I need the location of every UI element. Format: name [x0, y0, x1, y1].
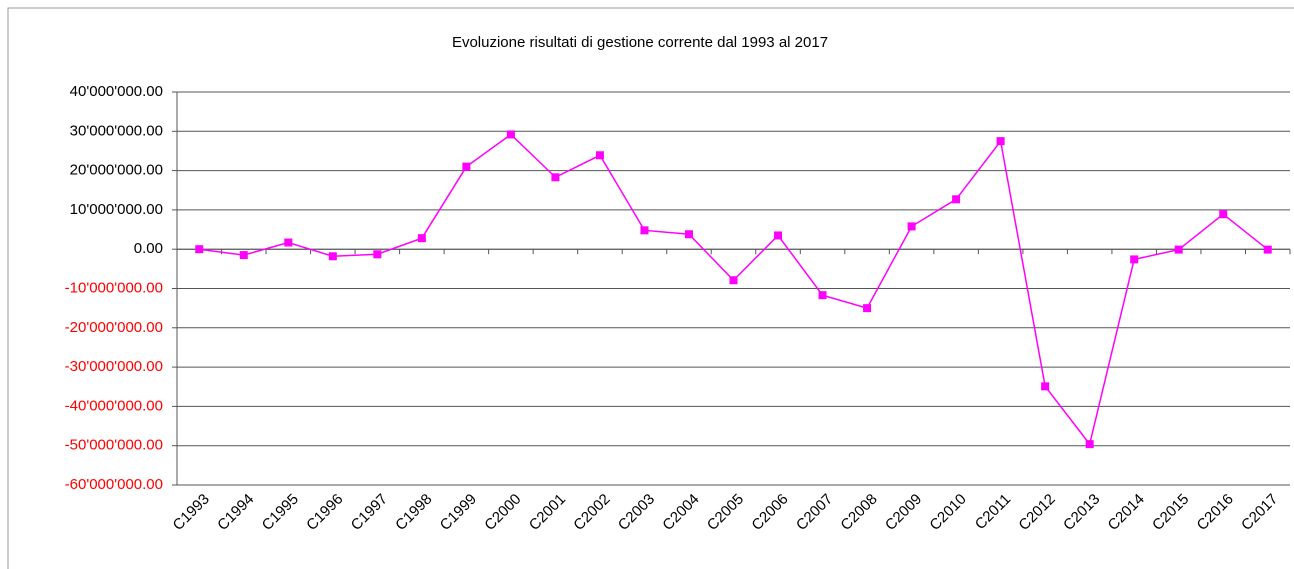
- x-tick-label: C2009: [882, 491, 925, 534]
- x-tick-label: C2015: [1149, 491, 1192, 534]
- frame: [7, 7, 1294, 569]
- x-tick-label: C2016: [1194, 491, 1237, 534]
- x-tick-label: C2017: [1238, 491, 1281, 534]
- y-tick-label: 10'000'000.00: [70, 201, 163, 218]
- marker: [506, 130, 515, 139]
- marker: [1041, 382, 1050, 391]
- y-tick-label: -60'000'000.00: [65, 476, 163, 493]
- x-tick-label: C2011: [972, 491, 1014, 533]
- marker: [462, 162, 471, 171]
- x-tick-label: C2007: [793, 491, 836, 534]
- x-tick-label: C1993: [170, 491, 213, 534]
- marker: [551, 173, 560, 182]
- marker: [417, 234, 426, 243]
- y-tick-label: 30'000'000.00: [70, 122, 163, 139]
- x-tick-label: C1997: [348, 491, 391, 534]
- marker: [239, 251, 248, 260]
- marker: [595, 151, 604, 160]
- x-tick-label: C1998: [392, 491, 435, 534]
- x-tick-label: C2012: [1015, 491, 1058, 534]
- marker: [684, 230, 693, 239]
- marker: [818, 291, 827, 300]
- y-tick-label: -10'000'000.00: [65, 279, 163, 296]
- marker: [1130, 255, 1139, 264]
- y-tick-label: -40'000'000.00: [65, 397, 163, 414]
- y-tick-label: 0.00: [134, 240, 163, 257]
- marker: [952, 195, 961, 204]
- marker: [1085, 440, 1094, 449]
- marker: [195, 245, 204, 254]
- x-tick-label: C1996: [303, 491, 346, 534]
- marker: [907, 222, 916, 231]
- marker: [996, 137, 1005, 146]
- x-tick-label: C2000: [481, 491, 524, 534]
- marker: [1219, 210, 1228, 219]
- x-tick-label: C1999: [437, 491, 480, 534]
- line: [199, 133, 1269, 446]
- x-tick-label: C2008: [837, 491, 880, 534]
- chart-title: Evoluzione risultati di gestione corrent…: [452, 34, 828, 51]
- y-tick-label: -50'000'000.00: [65, 437, 163, 454]
- marker: [1174, 245, 1183, 254]
- marker: [863, 304, 872, 313]
- x-tick-label: C1994: [214, 491, 257, 534]
- x-tick-label: C2013: [1060, 491, 1103, 534]
- x-tick-label: C2004: [659, 491, 702, 534]
- marker: [1263, 245, 1272, 254]
- marker: [284, 238, 293, 247]
- y-tick-label: -20'000'000.00: [65, 319, 163, 336]
- x-tick-label: C1995: [259, 491, 302, 534]
- x-tick-label: C2003: [615, 491, 658, 534]
- x-tick-label: C2005: [704, 491, 747, 534]
- y-tick-label: 20'000'000.00: [70, 162, 163, 179]
- marker: [328, 252, 337, 261]
- marker: [774, 231, 783, 240]
- y-tick-label: -30'000'000.00: [65, 358, 163, 375]
- x-tick-label: C2001: [526, 491, 569, 534]
- marker: [729, 276, 738, 285]
- y-tick-label: 40'000'000.00: [70, 83, 163, 100]
- x-tick-label: C2006: [748, 491, 791, 534]
- x-tick-label: C2010: [926, 491, 969, 534]
- marker: [373, 250, 382, 259]
- x-tick-label: C2014: [1105, 491, 1148, 534]
- x-tick-label: C2002: [570, 491, 613, 534]
- marker: [640, 226, 649, 235]
